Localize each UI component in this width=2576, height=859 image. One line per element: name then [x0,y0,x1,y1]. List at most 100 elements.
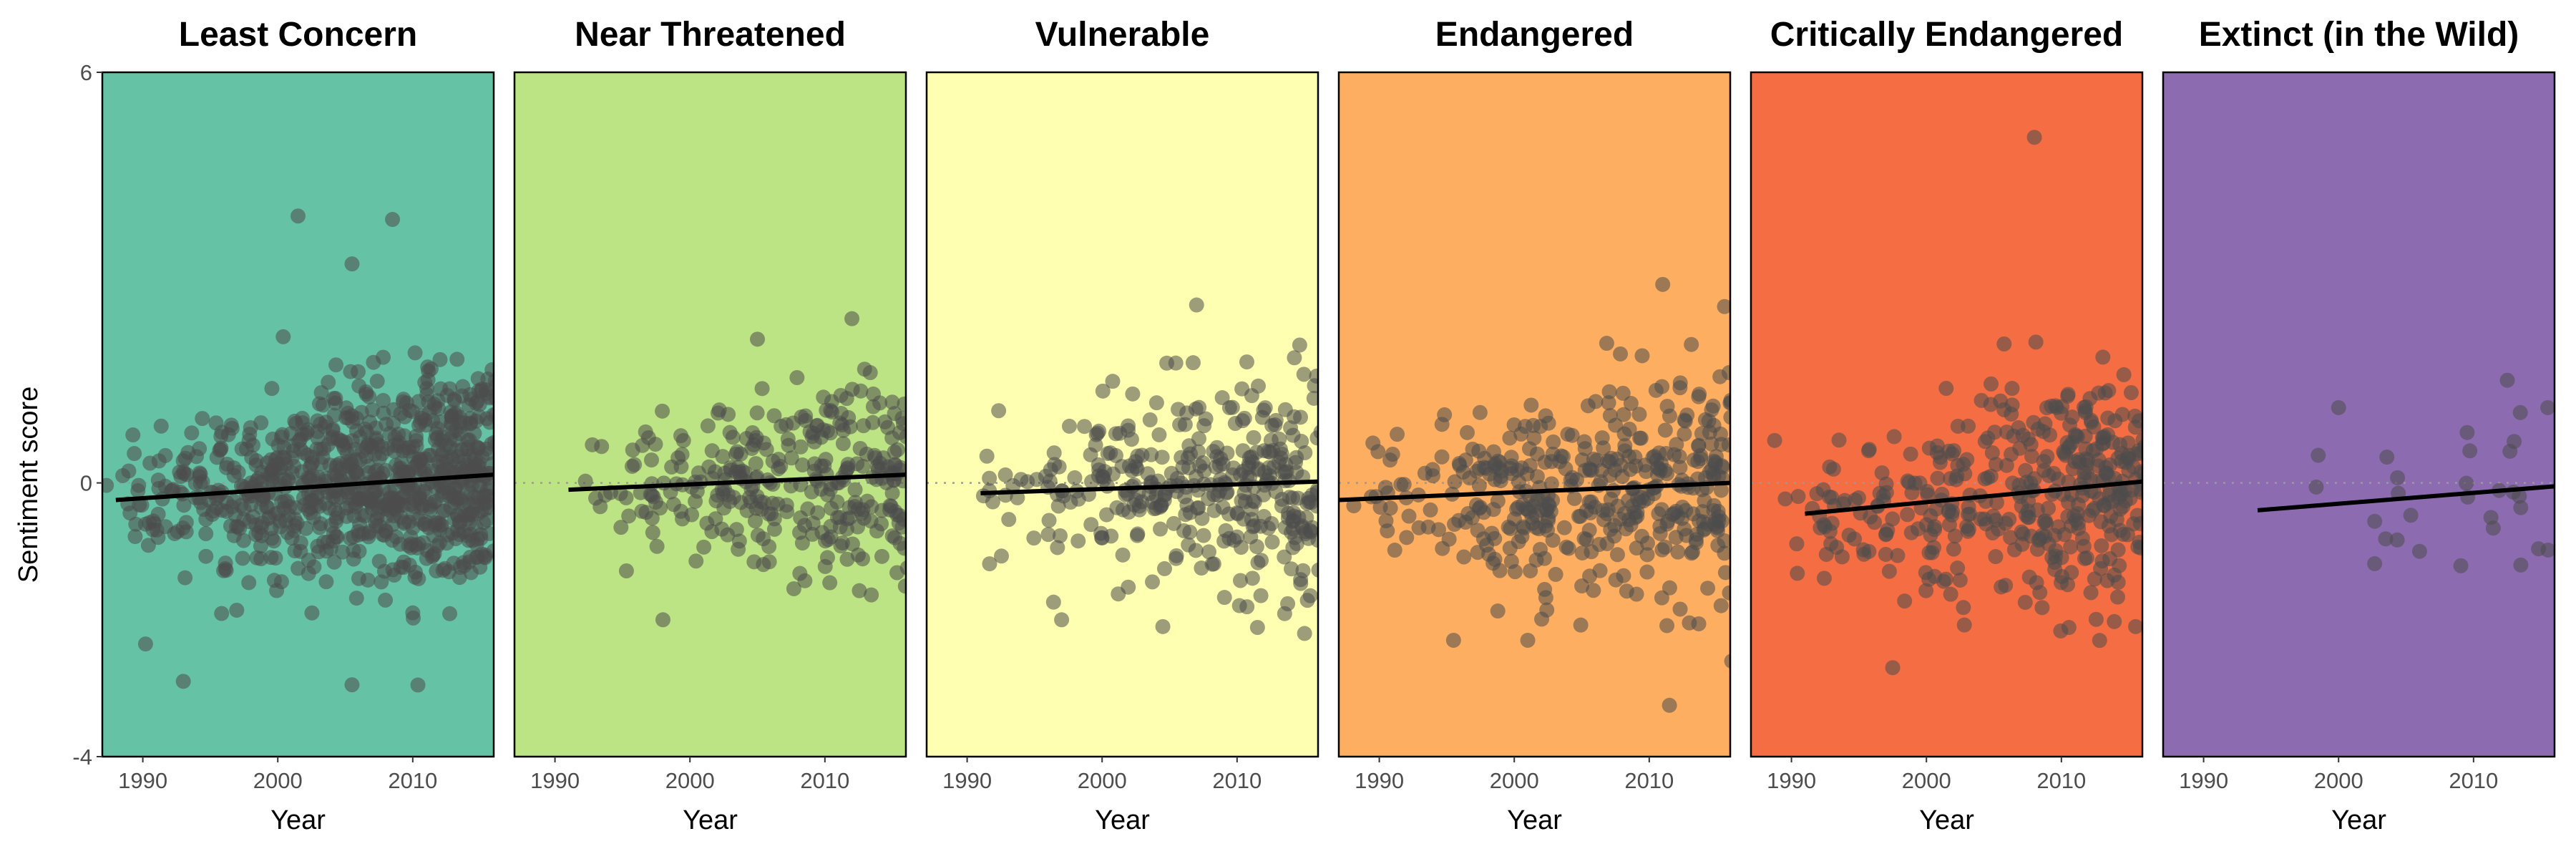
scatter-point [1609,547,1625,563]
scatter-point [335,544,351,560]
scatter-point [1041,513,1057,528]
scatter-point [312,498,328,514]
scatter-point [371,553,387,569]
scatter-point [1208,459,1224,475]
scatter-point [1235,443,1251,459]
scatter-point [1540,522,1556,538]
scatter-point [2115,526,2131,542]
scatter-point [1881,563,1897,579]
scatter-point [455,379,471,394]
scatter-point [849,456,865,472]
scatter-point [758,442,774,457]
scatter-point [1946,443,1962,459]
x-tick-label: 2010 [1212,768,1262,793]
scatter-point [2094,538,2109,553]
scatter-point [2128,618,2142,634]
scatter-point [433,414,449,430]
scatter-point [1558,539,1574,555]
scatter-point [484,361,494,377]
scatter-point [1311,562,1318,578]
scatter-point [1994,579,2009,595]
scatter-point [2100,410,2116,426]
scatter-point [1181,460,1196,476]
scatter-point [419,387,435,402]
scatter-point [411,451,427,467]
scatter-point [241,575,257,591]
scatter-point [1274,464,1290,480]
scatter-point [1599,336,1614,351]
scatter-point [780,431,796,447]
scatter-point [1856,546,1872,562]
scatter-point [1999,457,2014,473]
scatter-point [756,495,772,510]
scatter-point [882,498,898,513]
scatter-point [2513,500,2529,515]
scatter-point [150,506,166,522]
scatter-point [822,575,838,591]
scatter-point [361,465,377,480]
scatter-point [889,442,905,457]
scatter-point [1153,521,1169,537]
scatter-point [1959,452,1975,467]
scatter-point [2039,515,2054,531]
scatter-point [1172,417,1188,432]
scatter-point [810,505,826,520]
scatter-point [1236,511,1252,527]
scatter-point [1631,407,1647,422]
scatter-point [175,674,191,689]
scatter-point [1287,350,1302,366]
scatter-point [1396,477,1412,492]
scatter-point [462,526,478,542]
scatter-point [1465,441,1480,457]
scatter-point [410,677,426,693]
scatter-point [1601,384,1617,399]
scatter-point [1029,472,1045,487]
scatter-point [1471,500,1487,516]
scatter-point [1126,497,1142,513]
scatter-point [1950,418,1966,434]
scatter-point [275,329,291,344]
y-tick-label: 6 [80,60,92,85]
scatter-point [1129,461,1145,477]
scatter-point [1502,430,1518,446]
scatter-point [2091,385,2107,401]
scatter-point [618,563,634,579]
scatter-point [2053,623,2069,639]
scatter-point [371,450,387,466]
scatter-point [326,391,341,407]
scatter-point [2021,510,2037,525]
scatter-point [716,500,732,516]
scatter-point [1100,446,1116,462]
panel-border [2162,71,2556,758]
x-tick-label: 2000 [1902,768,1951,793]
scatter-point [1586,583,1601,598]
scatter-point [1619,583,1634,599]
scatter-point [1685,506,1701,522]
scatter-point [2112,437,2128,452]
scatter-point [128,516,144,532]
scatter-point [749,405,765,421]
scatter-point [1956,600,1971,616]
trend-line [1339,480,1730,503]
scatter-point [1712,426,1728,442]
scatter-point [277,450,293,466]
scatter-point [1692,387,1707,402]
scatter-point [347,442,363,457]
scatter-point [1566,490,1582,506]
scatter-point [1825,461,1841,477]
scatter-point [1539,602,1555,618]
scatter-point [1652,525,1668,541]
scatter-point [450,522,466,538]
scatter-point [1309,368,1318,384]
scatter-point [1115,547,1131,563]
scatter-point [1013,472,1029,487]
scatter-point [1257,443,1272,459]
scatter-point [1932,455,1948,470]
panel-border [513,71,907,758]
scatter-point [2109,589,2125,605]
scatter-point [192,465,208,481]
scatter-point [1691,616,1707,631]
scatter-point [1191,431,1206,447]
scatter-point [1306,390,1318,406]
x-tick-label: 2000 [1078,768,1127,793]
